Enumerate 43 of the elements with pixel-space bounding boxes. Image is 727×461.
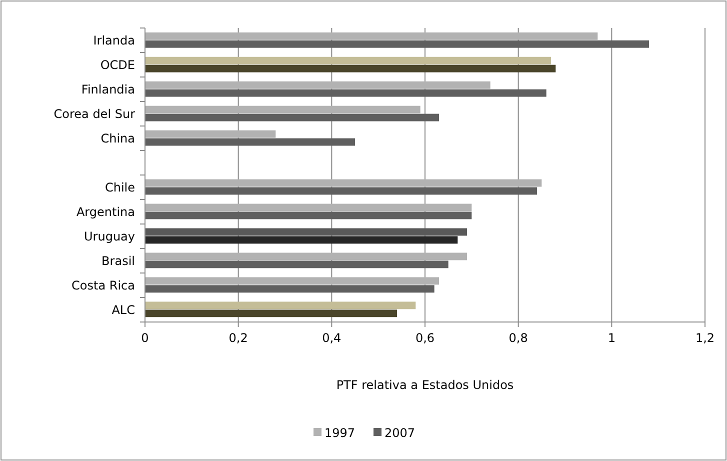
bar (145, 302, 416, 310)
bar (145, 204, 472, 212)
y-tick-label: Finlandia (81, 82, 135, 96)
x-tick-label: 1 (608, 331, 616, 345)
bar (145, 106, 420, 114)
bar (145, 236, 458, 244)
y-tick-label: Brasil (102, 254, 135, 268)
bar (145, 179, 542, 187)
y-tick-label: Irlanda (93, 33, 135, 48)
bar (145, 277, 439, 285)
y-tick-label: OCDE (100, 58, 135, 72)
bar (145, 89, 546, 97)
y-tick-label: Costa Rica (72, 278, 135, 292)
x-axis-title: PTF relativa a Estados Unidos (336, 378, 514, 392)
x-tick-label: 0,6 (415, 331, 435, 345)
bar (145, 228, 467, 236)
y-tick-label: China (100, 131, 135, 146)
x-tick-label: 0,8 (508, 331, 528, 345)
y-tick-label: Argentina (76, 204, 135, 219)
bar (145, 138, 355, 146)
bar (145, 64, 556, 72)
legend-label: 2007 (384, 426, 416, 440)
x-tick-label: 0 (141, 331, 149, 345)
bar (145, 56, 551, 64)
bar (145, 40, 649, 48)
y-tick-label: ALC (112, 302, 135, 317)
legend-label: 1997 (324, 426, 356, 440)
bar (145, 32, 598, 40)
bar (145, 252, 467, 260)
x-tick-label: 0,2 (228, 331, 248, 345)
y-tick-label: Uruguay (84, 229, 135, 244)
x-tick-label: 1,2 (695, 331, 715, 345)
bar (145, 310, 397, 318)
bar (145, 130, 276, 138)
bar (145, 285, 434, 293)
y-tick-label: Corea del Sur (54, 106, 136, 121)
bar (145, 187, 537, 195)
bar (145, 114, 439, 122)
bar (145, 212, 472, 220)
y-tick-label: Chile (104, 180, 135, 194)
bar (145, 81, 490, 89)
x-tick-label: 0,4 (322, 331, 342, 345)
bar (145, 260, 448, 268)
